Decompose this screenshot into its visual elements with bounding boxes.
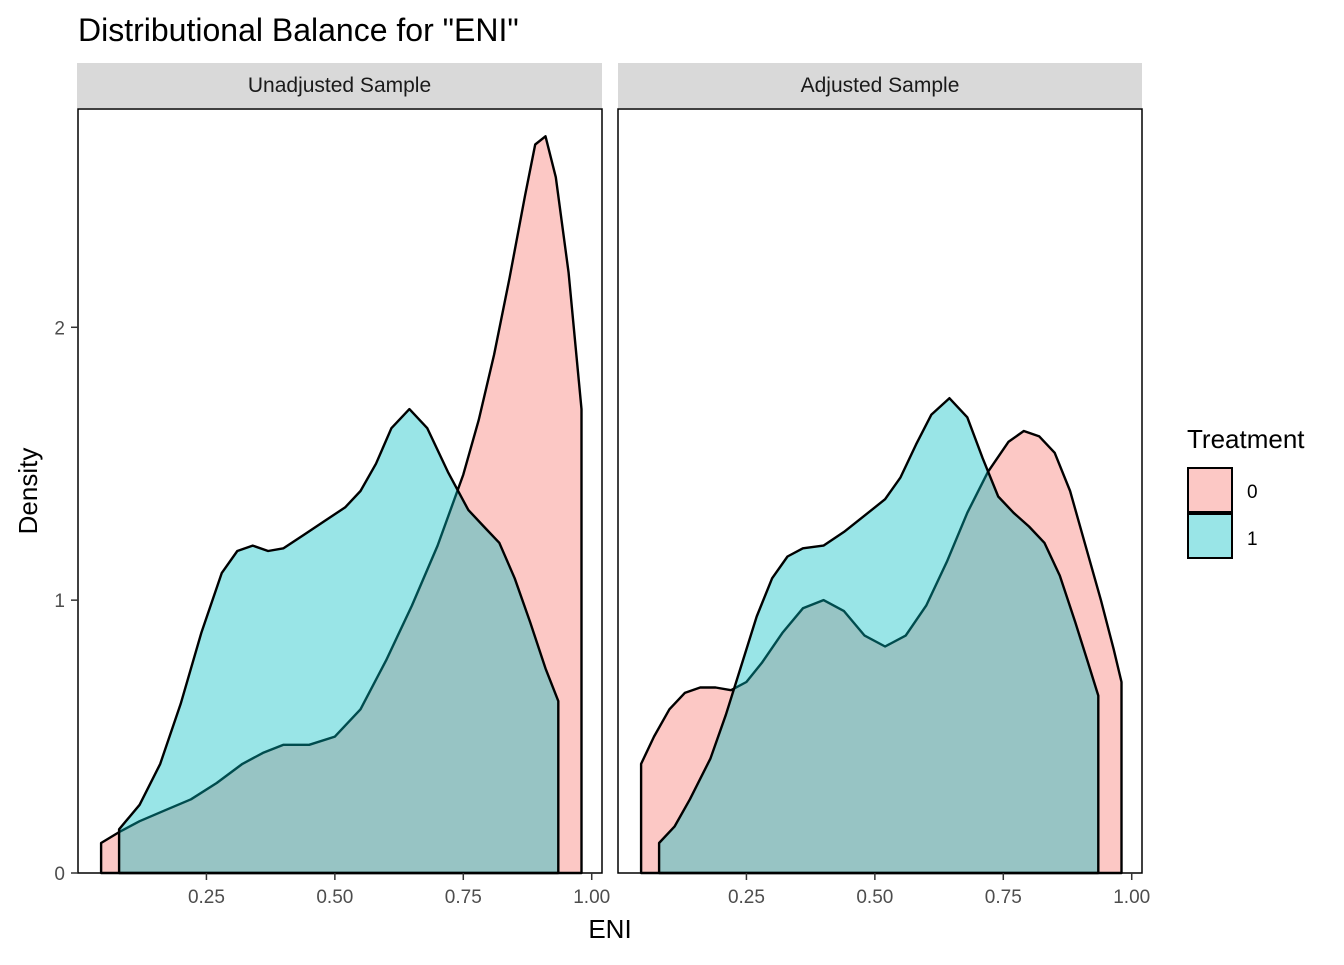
panel-label-adjusted: Adjusted Sample: [801, 74, 960, 97]
legend-title: Treatment: [1187, 424, 1305, 454]
panel-background: [618, 109, 1142, 873]
x-tick-label: 0.25: [188, 887, 225, 908]
density-area-treatment-1: [117, 407, 560, 875]
y-tick-label: 2: [54, 318, 65, 339]
x-tick-label: 0.50: [856, 887, 893, 908]
x-tick-label: 0.75: [985, 887, 1022, 908]
x-tick-label: 0.75: [445, 887, 482, 908]
x-tick-label: 1.00: [1113, 887, 1150, 908]
y-tick-label: 0: [54, 864, 65, 885]
legend-label-1: 1: [1247, 529, 1258, 550]
panel-label-unadjusted: Unadjusted Sample: [248, 74, 431, 97]
chart-title: Distributional Balance for "ENI": [78, 12, 519, 48]
density-area-treatment-0: [639, 429, 1123, 875]
legend-key-0: [1187, 467, 1233, 513]
density-area-treatment-0: [99, 135, 583, 875]
axes: 0 1 2: [54, 318, 78, 885]
panel-adjusted-plot: 0.25 0.50 0.75 1.00: [617, 108, 1150, 908]
y-tick-label: 1: [54, 591, 65, 612]
x-axis-title: ENI: [588, 914, 631, 944]
panel-strip-adjusted: [618, 63, 1142, 108]
legend-label-0: 0: [1247, 482, 1258, 503]
panel-border: [77, 108, 603, 874]
panel-border: [617, 108, 1143, 874]
legend: Treatment 0 1: [1187, 424, 1305, 559]
panel-unadjusted-plot: 0.25 0.50 0.75 1.00: [77, 108, 610, 908]
legend-key-1: [1187, 513, 1233, 559]
density-area-treatment-1: [657, 397, 1100, 875]
x-tick-label: 1.00: [573, 887, 610, 908]
y-axis-title: Density: [13, 448, 43, 535]
x-tick-label: 0.25: [728, 887, 765, 908]
x-tick-label: 0.50: [316, 887, 353, 908]
panel-strip-unadjusted: [77, 63, 602, 108]
